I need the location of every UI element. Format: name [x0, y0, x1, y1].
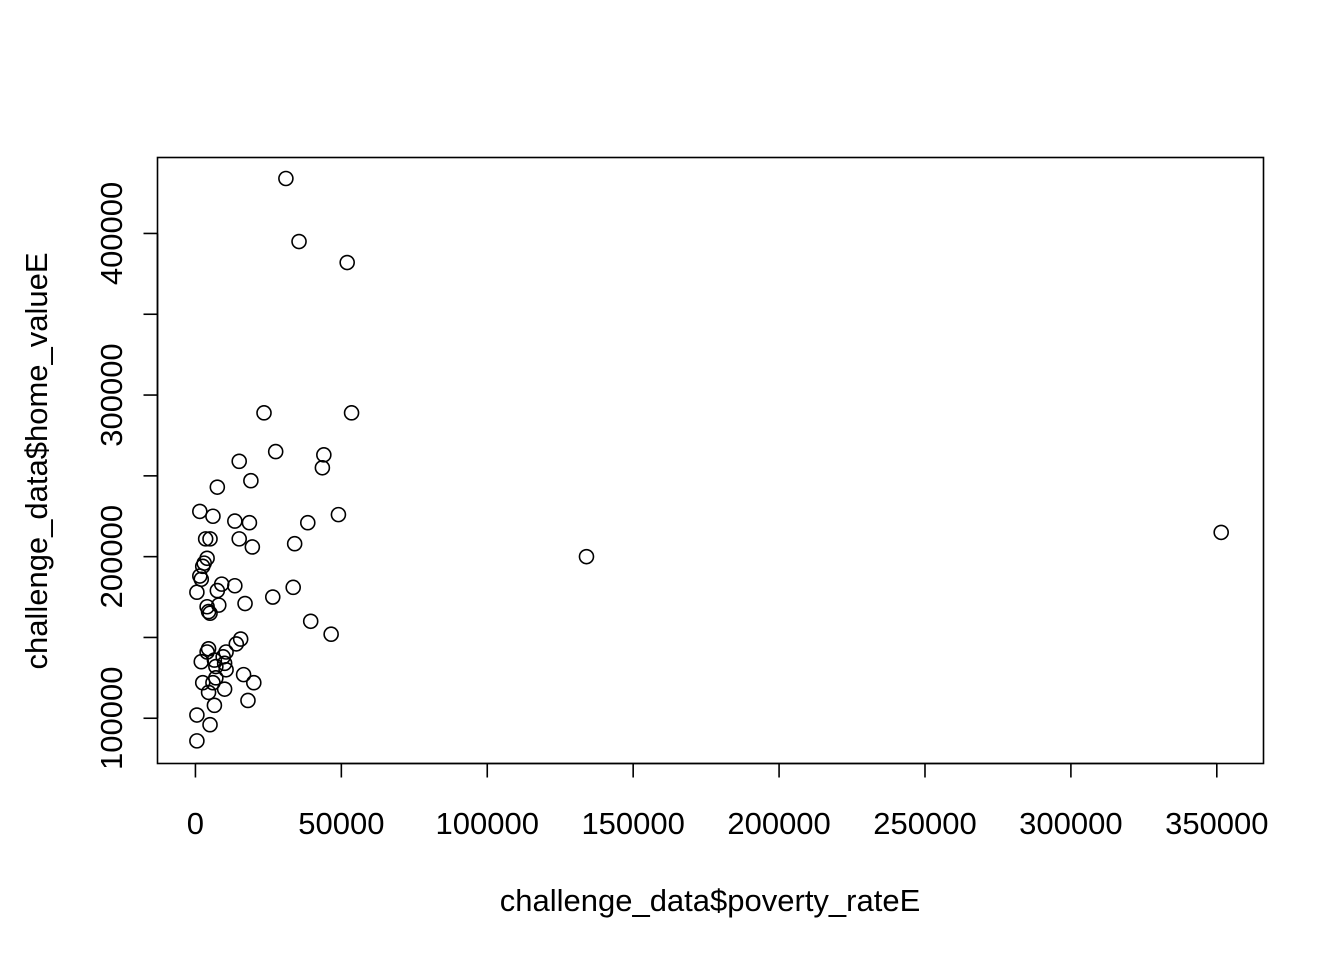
data-point — [227, 513, 243, 529]
x-tick-label: 350000 — [1165, 806, 1268, 841]
data-point — [278, 170, 294, 187]
data-point — [246, 674, 262, 691]
y-tick-label: 400000 — [94, 182, 129, 285]
data-point — [244, 539, 261, 555]
x-tick-label: 100000 — [436, 806, 539, 841]
data-point — [314, 459, 331, 476]
data-point — [256, 405, 272, 421]
data-point — [231, 453, 248, 470]
data-point — [578, 548, 595, 565]
data-point — [302, 613, 319, 630]
data-point — [1213, 524, 1229, 541]
data-point — [218, 661, 234, 678]
data-point — [200, 684, 217, 701]
data-point — [285, 579, 301, 596]
data-point — [267, 443, 284, 460]
data-point — [343, 405, 360, 421]
data-point — [216, 655, 233, 672]
data-point — [330, 506, 347, 523]
data-point — [209, 479, 226, 495]
data-point — [208, 658, 224, 675]
x-tick-label: 0 — [187, 806, 204, 841]
y-tick-label: 100000 — [94, 667, 129, 770]
data-point — [199, 550, 215, 567]
data-point — [202, 716, 218, 733]
data-point — [189, 584, 205, 601]
x-tick-label: 200000 — [727, 806, 830, 841]
data-point — [241, 514, 258, 531]
data-point — [193, 653, 210, 670]
data-point — [299, 514, 316, 531]
x-tick-label: 250000 — [873, 806, 976, 841]
data-point — [323, 626, 339, 643]
data-point — [206, 697, 223, 714]
data-point — [189, 733, 205, 749]
x-tick-label: 150000 — [581, 806, 684, 841]
data-point — [205, 508, 221, 525]
data-point — [227, 577, 243, 594]
data-points — [189, 170, 1229, 749]
data-point — [202, 605, 218, 622]
data-point — [339, 254, 355, 271]
y-axis-label: challenge_data$home_valueE — [19, 252, 54, 669]
data-point — [189, 707, 205, 723]
x-axis: 0 50000 100000 150000 200000 250000 300000 3500… — [187, 762, 1269, 841]
data-point — [235, 666, 252, 683]
data-point — [202, 531, 218, 547]
x-tick-label: 50000 — [298, 806, 384, 841]
y-tick-label: 200000 — [94, 505, 129, 608]
data-point — [205, 674, 221, 691]
x-axis-label: challenge_data$poverty_rateE — [500, 883, 921, 918]
x-tick-label: 300000 — [1019, 806, 1122, 841]
data-point — [200, 603, 217, 620]
data-point — [316, 447, 332, 463]
y-axis: 100000 200000 300000 400000 — [94, 182, 159, 770]
data-point — [197, 531, 214, 547]
data-point — [232, 631, 249, 647]
data-point — [264, 589, 281, 605]
data-point — [228, 636, 245, 652]
data-point — [240, 692, 256, 709]
data-point — [243, 472, 259, 489]
y-tick-label: 300000 — [94, 343, 129, 446]
data-point — [237, 595, 253, 612]
data-point — [194, 558, 211, 575]
data-point — [192, 503, 208, 520]
data-point — [286, 535, 303, 552]
data-point — [216, 681, 233, 697]
data-point — [231, 531, 248, 547]
data-point — [291, 233, 307, 250]
